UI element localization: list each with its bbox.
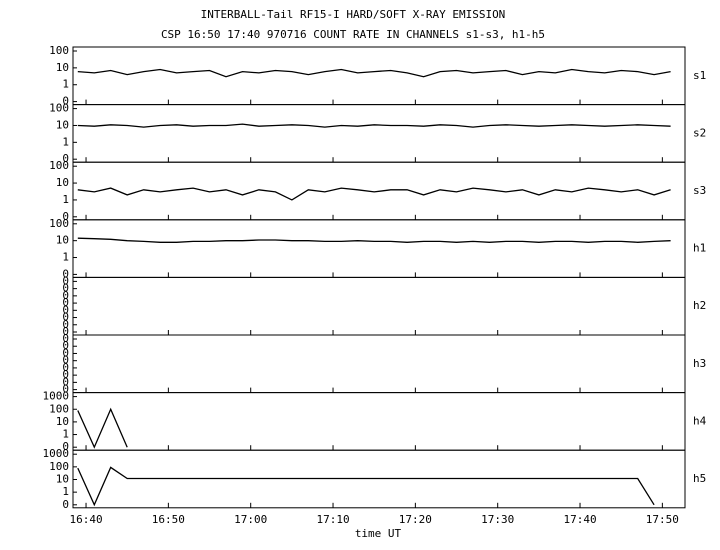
y-tick-label: 0 [62,332,69,345]
y-tick-label: 10 [56,415,69,428]
y-tick-label: 10 [56,234,69,247]
y-tick-label: 0 [62,440,69,453]
x-tick-label: 17:30 [481,513,514,526]
x-tick-label: 17:50 [646,513,679,526]
y-tick-label: 0 [62,325,69,338]
channel-label: h3 [693,357,706,370]
y-tick-label: 0 [62,267,69,280]
y-tick-label: 10 [56,61,69,74]
y-tick-label: 0 [62,303,69,316]
y-tick-label: 100 [49,402,69,415]
panel-frame [72,104,686,163]
y-tick-label: 1 [62,428,69,441]
chart-subtitle: CSP 16:50 17:40 970716 COUNT RATE IN CHA… [161,28,545,41]
y-tick-label: 0 [62,383,69,396]
panel-frame [72,334,686,394]
y-tick-label: 0 [62,311,69,324]
data-line [77,123,671,128]
data-line [77,466,655,507]
channel-label: h2 [693,299,706,312]
channel-label: h4 [693,414,707,427]
x-tick-label: 17:20 [399,513,432,526]
y-tick-label: 100 [49,460,69,473]
x-tick-label: 17:00 [234,513,267,526]
channel-label: s3 [693,184,706,197]
x-tick-label: 17:10 [316,513,349,526]
x-axis-label: time UT [355,527,402,540]
y-tick-label: 0 [62,361,69,374]
data-line [77,187,671,201]
y-tick-label: 100 [49,102,69,115]
y-tick-label: 1000 [43,390,70,403]
y-tick-label: 0 [62,296,69,309]
y-tick-label: 10 [56,176,69,189]
y-tick-label: 0 [62,289,69,302]
panel-frame [72,46,686,106]
y-tick-label: 1000 [43,447,70,460]
y-tick-label: 0 [62,339,69,352]
x-tick-label: 16:50 [152,513,185,526]
y-tick-label: 0 [62,498,69,511]
y-tick-label: 0 [62,375,69,388]
channel-label: h5 [693,472,706,485]
panel-frame [72,276,686,336]
panel-frame [72,219,686,278]
y-tick-label: 0 [62,282,69,295]
y-tick-label: 10 [56,473,69,486]
x-tick-label: 16:40 [69,513,102,526]
y-tick-label: 0 [62,346,69,359]
y-tick-label: 0 [62,152,69,165]
data-line [77,237,671,243]
panel-frame [72,392,686,451]
y-tick-label: 100 [49,44,69,57]
x-tick-label: 17:40 [563,513,596,526]
chart-title: INTERBALL-Tail RF15-I HARD/SOFT X-RAY EM… [201,8,506,21]
y-tick-label: 1 [62,193,69,206]
y-tick-label: 1 [62,78,69,91]
y-tick-label: 0 [62,354,69,367]
y-tick-label: 1 [62,251,69,264]
y-tick-label: 10 [56,118,69,131]
data-line [77,68,671,78]
y-tick-label: 0 [62,210,69,223]
y-tick-label: 0 [62,95,69,108]
y-tick-label: 0 [62,274,69,287]
y-tick-label: 0 [62,318,69,331]
y-tick-label: 1 [62,135,69,148]
y-tick-label: 100 [49,159,69,172]
y-tick-label: 1 [62,485,69,498]
channel-label: s1 [693,69,706,82]
y-tick-label: 0 [62,368,69,381]
data-line [77,407,128,449]
channel-label: s2 [693,126,706,139]
y-tick-label: 100 [49,217,69,230]
channel-label: h1 [693,242,706,255]
